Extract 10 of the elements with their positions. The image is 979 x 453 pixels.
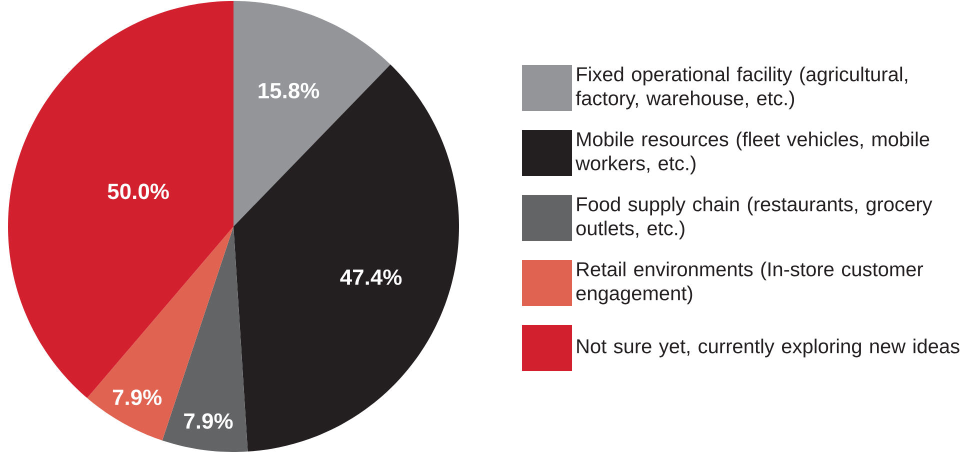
legend-label: Not sure yet, currently exploring new ideas [577,338,960,358]
data-label: 15.8% [258,82,320,98]
data-label: 50.0% [108,184,169,200]
data-label: 7.9% [184,413,233,429]
legend-label: Fixed operational facility (agricultural, factory, warehouse, etc.) [576,66,908,110]
legend-label: Mobile resources (fleet vehicles, mobile workers, etc.) [576,132,930,174]
legend-label: Retail environments (In-store customer engagement) [576,262,924,304]
data-label: 7.9% [112,390,162,406]
data-label: 47.4% [340,269,402,285]
legend-label: Food supply chain (restaurants, grocery outlets, etc.) [576,196,932,240]
